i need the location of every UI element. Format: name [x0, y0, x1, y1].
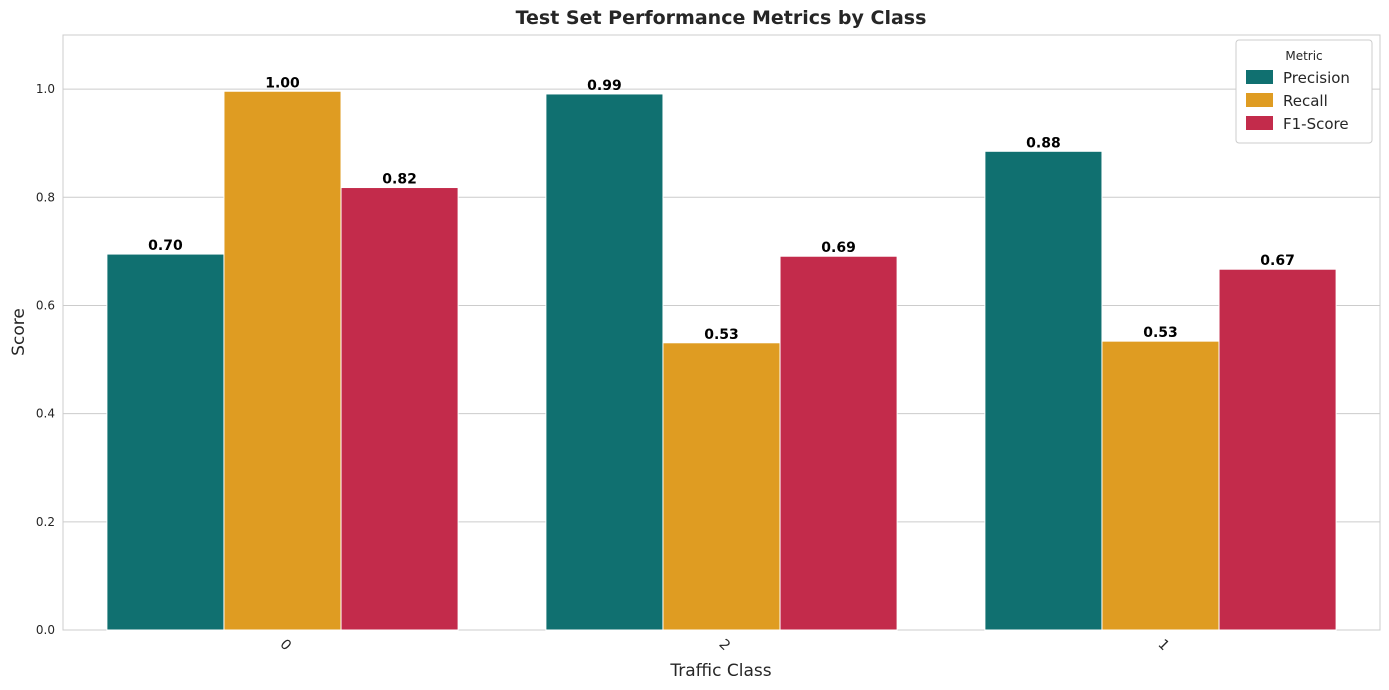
- legend-swatch-precision: [1246, 70, 1273, 84]
- y-tick-label: 0.2: [36, 515, 55, 529]
- y-tick-label: 0.4: [36, 407, 55, 421]
- bar-precision-class-2: [545, 93, 664, 631]
- x-axis-label: Traffic Class: [669, 661, 771, 681]
- legend-swatch-f1-score: [1246, 116, 1273, 130]
- bar-recall-class-0: [223, 90, 342, 631]
- bar-f1-score-class-0: [340, 187, 459, 631]
- bar-value-labels: 0.70 1.00 0.82 0.99 0.53 0.69 0.88 0.53 0.67: [148, 75, 1295, 343]
- bar-value-label: 0.99: [587, 78, 622, 94]
- y-axis-ticks: 0.0 0.2 0.4 0.6 0.8 1.0: [36, 82, 55, 637]
- legend-label: Precision: [1283, 69, 1350, 87]
- bar-value-label: 0.82: [382, 172, 417, 188]
- bars: [106, 90, 1337, 631]
- chart-title: Test Set Performance Metrics by Class: [516, 7, 927, 29]
- bar-precision-class-0: [106, 253, 225, 631]
- bar-recall-class-1: [1101, 340, 1220, 631]
- bar-f1-score-class-2: [779, 255, 898, 631]
- bar-value-label: 0.88: [1026, 135, 1061, 151]
- bar-value-label: 1.00: [265, 75, 300, 91]
- bar-value-label: 0.69: [821, 240, 856, 256]
- legend-title: Metric: [1285, 49, 1322, 63]
- bar-recall-class-2: [662, 342, 781, 631]
- x-tick-label: 2: [716, 636, 734, 654]
- y-tick-label: 0.8: [36, 190, 55, 204]
- legend: Metric Precision Recall F1-Score: [1235, 39, 1373, 144]
- legend-swatch-recall: [1246, 93, 1273, 107]
- legend-items: Precision Recall F1-Score: [1246, 69, 1350, 133]
- bar-value-label: 0.70: [148, 238, 183, 254]
- y-axis-label: Score: [9, 308, 29, 356]
- x-axis-ticks: 0 2 1: [277, 636, 1173, 654]
- x-tick-label: 1: [1155, 636, 1173, 654]
- legend-label: F1-Score: [1283, 115, 1349, 133]
- bar-f1-score-class-1: [1218, 268, 1337, 631]
- y-tick-label: 0.6: [36, 298, 55, 312]
- bar-value-label: 0.53: [704, 327, 739, 343]
- bar-precision-class-1: [984, 150, 1103, 631]
- y-tick-label: 1.0: [36, 82, 55, 96]
- bar-value-label: 0.67: [1260, 253, 1295, 269]
- bar-value-label: 0.53: [1143, 325, 1178, 341]
- y-tick-label: 0.0: [36, 623, 55, 637]
- x-tick-label: 0: [277, 636, 295, 654]
- legend-label: Recall: [1283, 92, 1328, 110]
